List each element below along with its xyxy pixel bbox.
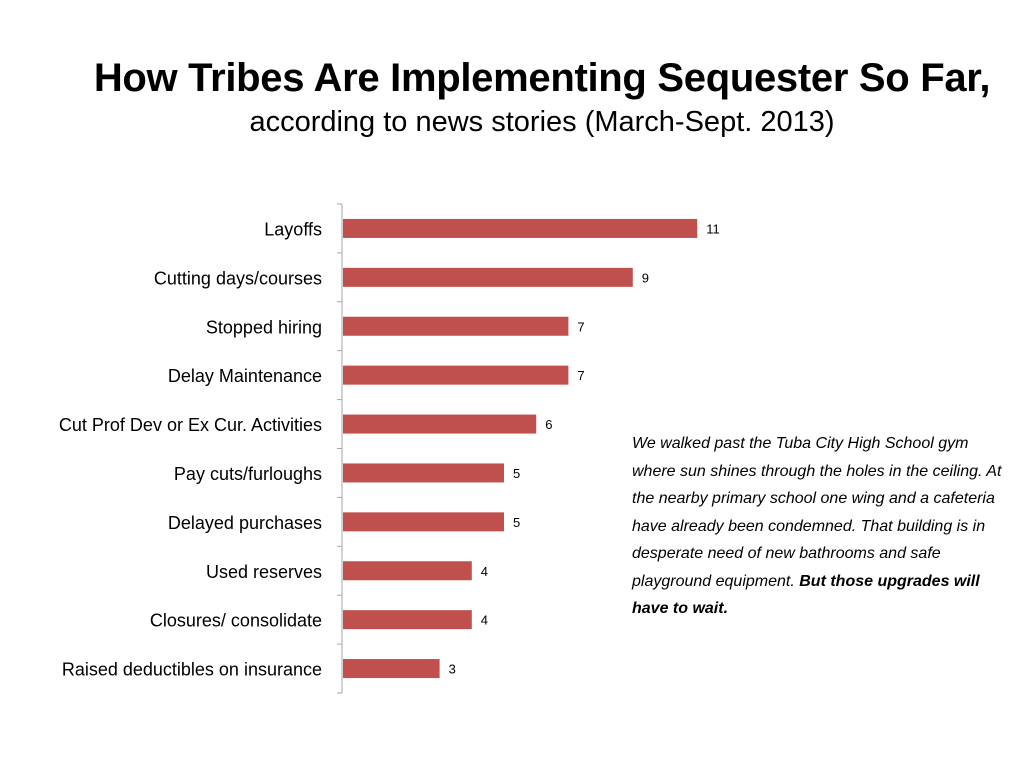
quote-body: We walked past the Tuba City High School… [632,435,1002,590]
quote-emphasis: But those upgrades will have to wait. [632,572,980,618]
data-label: 5 [513,466,520,481]
category-label: Cutting days/courses [154,268,322,288]
bar [343,365,569,385]
quote-text: We walked past the Tuba City High School… [632,430,1004,623]
bar [343,659,440,679]
category-label: Delayed purchases [168,513,322,533]
data-label: 3 [449,662,456,677]
chart-subtitle: according to news stories (March-Sept. 2… [249,106,835,138]
data-label: 9 [642,270,649,285]
data-label: 11 [706,221,720,236]
bar [343,463,504,483]
data-label: 7 [577,368,584,383]
category-label: Closures/ consolidate [150,611,322,631]
category-label: Layoffs [264,219,322,239]
bar [343,316,569,336]
bar [343,218,698,238]
bar [343,512,504,532]
category-label: Cut Prof Dev or Ex Cur. Activities [59,415,322,435]
title-block: How Tribes Are Implementing Sequester So… [0,52,1024,140]
bar [343,610,472,630]
category-label: Used reserves [206,562,322,582]
bar-chart: Layoffs 11 Cutting days/courses 9 Stopped hi… [59,203,720,694]
category-label: Pay cuts/furloughs [174,464,322,484]
category-label: Raised deductibles on insurance [62,660,322,680]
chart-title: How Tribes Are Implementing Sequester So… [93,56,991,100]
data-label: 4 [481,564,488,579]
category-label: Stopped hiring [206,317,322,337]
data-label: 6 [545,417,552,432]
category-label: Delay Maintenance [168,366,322,386]
bar [343,267,633,287]
data-label: 5 [513,515,520,530]
data-label: 7 [577,319,584,334]
bar [343,414,537,434]
data-label: 4 [481,613,488,628]
bar [343,561,472,581]
